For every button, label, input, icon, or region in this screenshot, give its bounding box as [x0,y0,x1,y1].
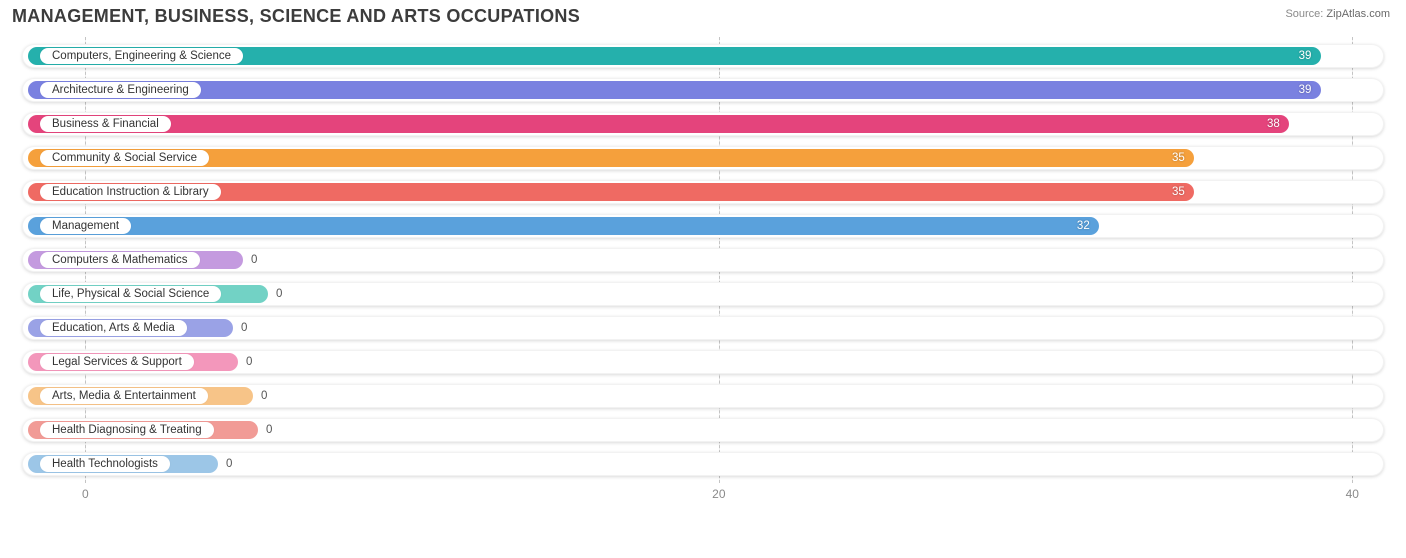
bar-label-pill: Community & Social Service [40,150,209,166]
source-label: Source: [1285,8,1323,20]
bar-row: Computers, Engineering & Science 39 [22,39,1384,73]
x-tick-label: 0 [82,487,89,501]
source-attribution: Source: ZipAtlas.com [1285,8,1390,20]
bar-label-pill: Health Diagnosing & Treating [40,422,214,438]
bar-row: Architecture & Engineering 39 [22,73,1384,107]
bar-row: Arts, Media & Entertainment 0 [22,379,1384,413]
bar-label-pill: Computers, Engineering & Science [40,48,243,64]
bar-label-pill: Management [40,218,131,234]
chart-header: MANAGEMENT, BUSINESS, SCIENCE AND ARTS O… [0,0,1406,31]
chart-title: MANAGEMENT, BUSINESS, SCIENCE AND ARTS O… [12,6,580,27]
bar-label-pill: Arts, Media & Entertainment [40,388,208,404]
source-link[interactable]: ZipAtlas.com [1326,8,1390,20]
bar-value-label: 0 [266,424,272,436]
bar-label-pill: Architecture & Engineering [40,82,201,98]
bar-value-label: 38 [1267,118,1280,130]
bar-value-label: 0 [226,458,232,470]
x-tick-label: 20 [712,487,725,501]
bar-label-pill: Life, Physical & Social Science [40,286,221,302]
bar-row: Community & Social Service 35 [22,141,1384,175]
bar-value-label: 32 [1077,220,1090,232]
bar-value-label: 0 [261,390,267,402]
bar-row: Business & Financial 38 [22,107,1384,141]
bar-value-label: 39 [1299,50,1312,62]
bar-row: Health Technologists 0 [22,447,1384,481]
bar-label-pill: Computers & Mathematics [40,252,200,268]
bar-row: Education Instruction & Library 35 [22,175,1384,209]
bar-fill [28,81,1321,99]
bar-value-label: 0 [251,254,257,266]
bar-value-label: 35 [1172,152,1185,164]
bar-label-pill: Business & Financial [40,116,171,132]
bar-label-pill: Education Instruction & Library [40,184,221,200]
bar-value-label: 0 [246,356,252,368]
bar-label-pill: Legal Services & Support [40,354,194,370]
chart-container: 02040Computers, Engineering & Science39A… [10,37,1396,529]
bar-value-label: 39 [1299,84,1312,96]
bar-row: Management 32 [22,209,1384,243]
x-tick-label: 40 [1346,487,1359,501]
bar-label-pill: Education, Arts & Media [40,320,187,336]
bar-fill [28,217,1099,235]
bar-value-label: 35 [1172,186,1185,198]
bar-row: Legal Services & Support 0 [22,345,1384,379]
plot-area: 02040Computers, Engineering & Science39A… [22,37,1384,529]
bar-row: Health Diagnosing & Treating 0 [22,413,1384,447]
bar-row: Life, Physical & Social Science 0 [22,277,1384,311]
bar-label-pill: Health Technologists [40,456,170,472]
x-axis: 0 20 40 [22,485,1384,505]
bar-fill [28,115,1289,133]
bar-value-label: 0 [276,288,282,300]
bar-row: Computers & Mathematics 0 [22,243,1384,277]
bar-row: Education, Arts & Media 0 [22,311,1384,345]
bar-value-label: 0 [241,322,247,334]
